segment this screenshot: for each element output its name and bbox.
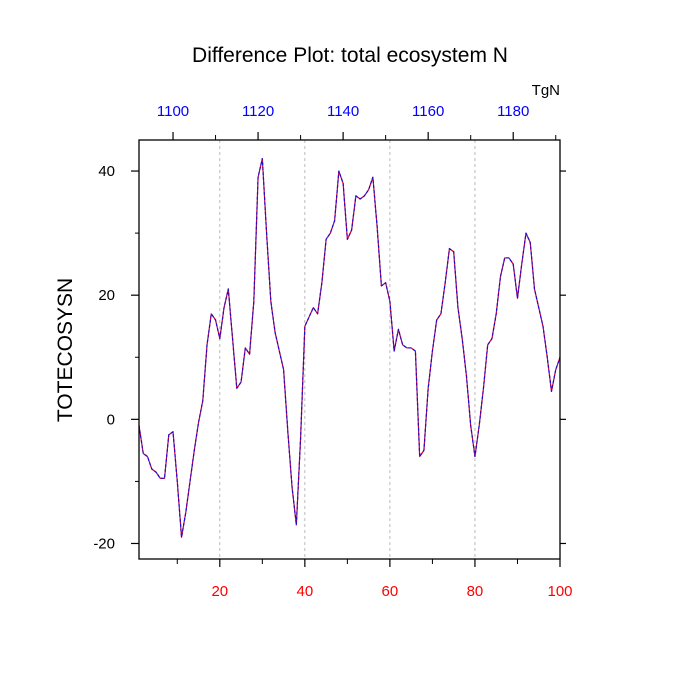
y-axis-label: TOTECOSYSN (54, 278, 77, 422)
plot-frame (138, 139, 561, 560)
x-bottom-tick-label: 100 (547, 583, 572, 600)
x-top-tick-label: 1120 (242, 103, 274, 120)
x-top-tick-label: 1180 (497, 103, 529, 120)
y-tick-label: 40 (98, 163, 115, 180)
x-bottom-tick-label: 60 (382, 583, 399, 600)
units-label: TgN (532, 82, 560, 99)
x-bottom-tick-label: 80 (467, 583, 484, 600)
series-layer (138, 158, 561, 538)
y-tick-label: 0 (107, 411, 115, 428)
x-gridlines (219, 140, 476, 559)
x-top-tick-label: 1100 (157, 103, 189, 120)
series-line-base (138, 158, 561, 538)
axis-tick-labels: -20 0 20 40 20 40 60 80 100 1100 1120 1140 1160 1180 (93, 103, 572, 600)
series-line (138, 158, 561, 538)
y-tick-label: 20 (98, 287, 115, 304)
x-top-tick-label: 1140 (327, 103, 359, 120)
x-top-tick-label: 1160 (412, 103, 444, 120)
axis-ticks (131, 132, 566, 567)
y-tick-label: -20 (93, 535, 115, 552)
x-bottom-tick-label: 20 (211, 583, 228, 600)
chart-title: Difference Plot: total ecosystem N (192, 44, 508, 67)
x-bottom-tick-label: 40 (297, 583, 314, 600)
